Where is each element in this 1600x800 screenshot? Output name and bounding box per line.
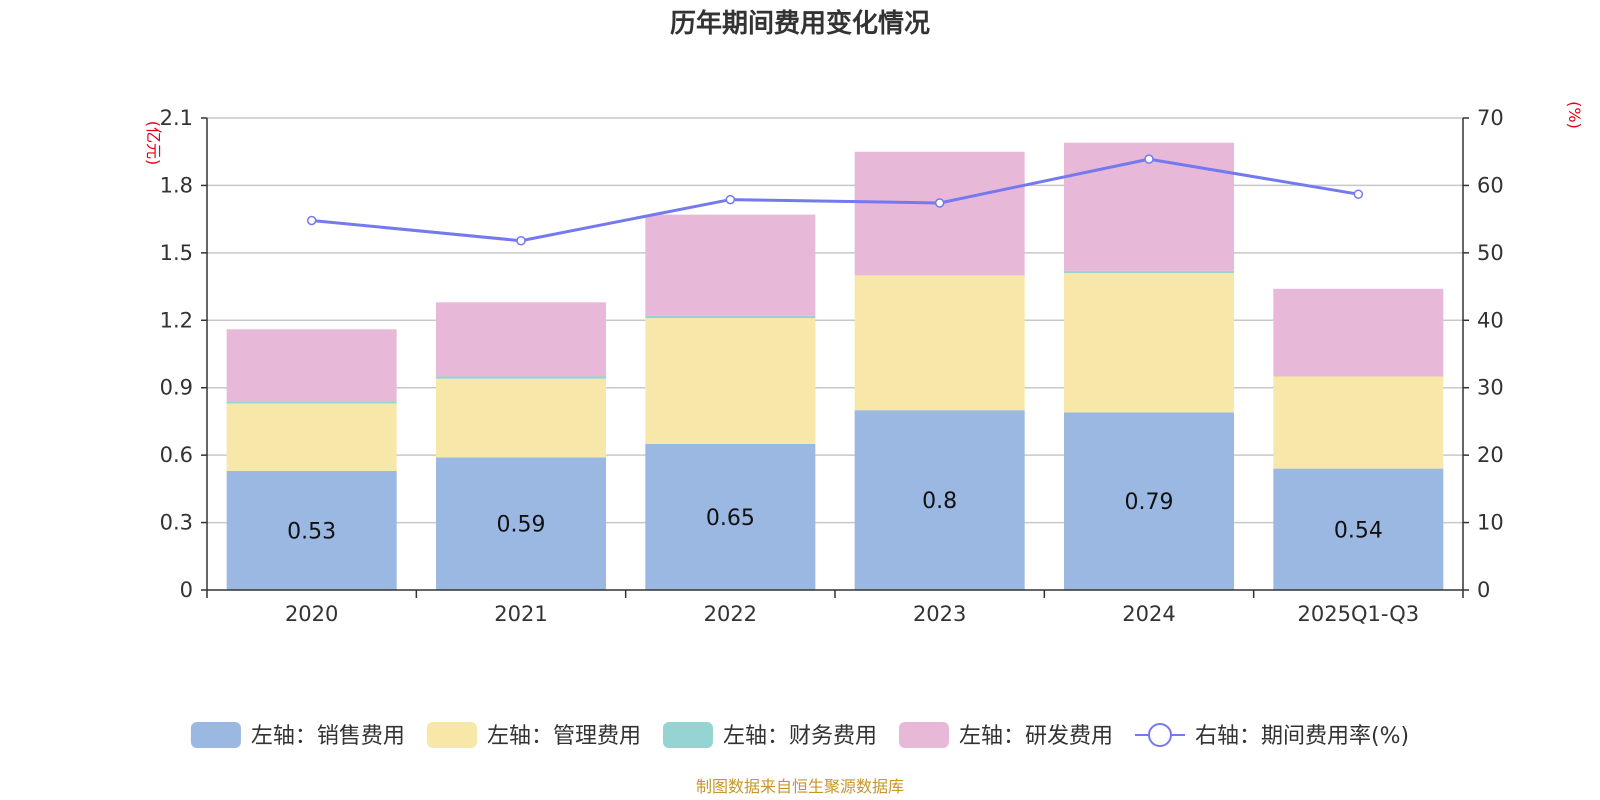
bar-segment bbox=[436, 457, 606, 590]
bar-data-label: 0.65 bbox=[706, 506, 755, 531]
bar-segment bbox=[854, 275, 1025, 411]
left-axis-tick-label: 1.5 bbox=[160, 241, 193, 265]
chart-title: 历年期间费用变化情况 bbox=[670, 8, 930, 39]
rate-line bbox=[311, 157, 1359, 243]
legend-swatch bbox=[190, 722, 241, 748]
left-axis-tick-label: 2.1 bbox=[160, 106, 193, 130]
bar-segment bbox=[1064, 142, 1234, 271]
axes: 0 0.3 0.6 0.9 1.2 1.5 1.8 2.1 0 10 20 30 40 50 60 70 202… bbox=[160, 106, 1504, 626]
right-axis-tick-label: 60 bbox=[1477, 173, 1504, 197]
right-axis-tick-label: 0 bbox=[1477, 578, 1490, 602]
left-axis-tick-label: 1.8 bbox=[160, 173, 193, 197]
bar-segment bbox=[1273, 376, 1444, 469]
right-axis-tick-label: 70 bbox=[1477, 106, 1504, 130]
grid-lines bbox=[207, 117, 1463, 524]
bar-data-label: 0.53 bbox=[287, 519, 336, 544]
legend-swatch bbox=[426, 722, 477, 748]
right-axis-unit: (%) bbox=[1565, 101, 1584, 129]
legend-label: 右轴：期间费用率(%) bbox=[1195, 724, 1409, 749]
legend-label: 左轴：销售费用 bbox=[251, 724, 405, 749]
line-series bbox=[306, 154, 1364, 246]
left-axis-tick-label: 1.2 bbox=[160, 308, 193, 332]
legend-label: 左轴：财务费用 bbox=[723, 724, 877, 749]
bar-segment bbox=[436, 376, 606, 379]
x-axis-tick-label: 2022 bbox=[704, 602, 757, 626]
rate-point bbox=[516, 235, 526, 246]
right-axis-tick-label: 10 bbox=[1477, 511, 1504, 535]
rate-point bbox=[934, 198, 945, 208]
rate-point bbox=[306, 215, 317, 226]
bar-data-label: 0.54 bbox=[1334, 518, 1383, 543]
rate-point bbox=[1144, 154, 1154, 164]
bar-segment bbox=[645, 318, 816, 444]
source-note: 制图数据来自恒生聚源数据库 bbox=[696, 777, 904, 796]
rate-point bbox=[725, 194, 736, 205]
bar-series bbox=[226, 142, 1444, 590]
bar-segment bbox=[226, 403, 397, 471]
bar-segment bbox=[436, 302, 606, 377]
right-axis-tick-label: 20 bbox=[1477, 443, 1504, 467]
bar-segment bbox=[1064, 273, 1234, 413]
left-axis-unit: (亿元) bbox=[144, 121, 163, 166]
right-axis-tick-label: 50 bbox=[1477, 241, 1504, 265]
bar-segment bbox=[226, 329, 397, 402]
right-axis-tick-label: 30 bbox=[1477, 376, 1504, 400]
legend-swatch bbox=[662, 722, 713, 748]
bar-data-label: 0.59 bbox=[497, 513, 546, 538]
x-axis-tick-label: 2021 bbox=[494, 602, 547, 626]
bar-segment bbox=[645, 214, 816, 316]
bar-segment bbox=[854, 151, 1025, 276]
bar-data-label: 0.79 bbox=[1125, 490, 1174, 515]
bar-segment bbox=[1064, 270, 1234, 274]
legend-marker-icon bbox=[1147, 723, 1172, 747]
left-axis-tick-label: 0 bbox=[180, 578, 193, 602]
rate-point bbox=[1353, 189, 1364, 199]
bar-segment bbox=[645, 443, 816, 590]
x-axis-tick-label: 2020 bbox=[285, 602, 338, 626]
bar-segment bbox=[436, 378, 606, 458]
bar-segment bbox=[1064, 412, 1234, 590]
legend-label: 左轴：管理费用 bbox=[487, 724, 641, 749]
x-axis-tick-label: 2025Q1-Q3 bbox=[1298, 602, 1420, 626]
bar-segment bbox=[226, 401, 397, 404]
legend: 左轴：销售费用 左轴：管理费用 左轴：财务费用 左轴：研发费用 右轴：期间费用率(%) bbox=[190, 722, 1409, 749]
legend-label: 左轴：研发费用 bbox=[959, 724, 1113, 749]
bar-segment bbox=[226, 470, 397, 590]
bar-segment bbox=[1273, 288, 1444, 377]
bar-data-label: 0.8 bbox=[922, 489, 957, 514]
left-axis-tick-label: 0.6 bbox=[160, 443, 193, 467]
bar-segment bbox=[645, 315, 816, 319]
x-axis-tick-label: 2023 bbox=[913, 602, 966, 626]
data-labels: 0.53 0.59 0.65 0.8 0.79 0.54 bbox=[287, 489, 1383, 544]
legend-swatch bbox=[898, 722, 949, 748]
x-axis-tick-label: 2024 bbox=[1122, 602, 1175, 626]
right-axis-tick-label: 40 bbox=[1477, 308, 1504, 332]
bar-segment bbox=[1273, 468, 1444, 590]
bar-segment bbox=[854, 410, 1025, 590]
left-axis-tick-label: 0.9 bbox=[160, 376, 193, 400]
left-axis-tick-label: 0.3 bbox=[160, 511, 193, 535]
